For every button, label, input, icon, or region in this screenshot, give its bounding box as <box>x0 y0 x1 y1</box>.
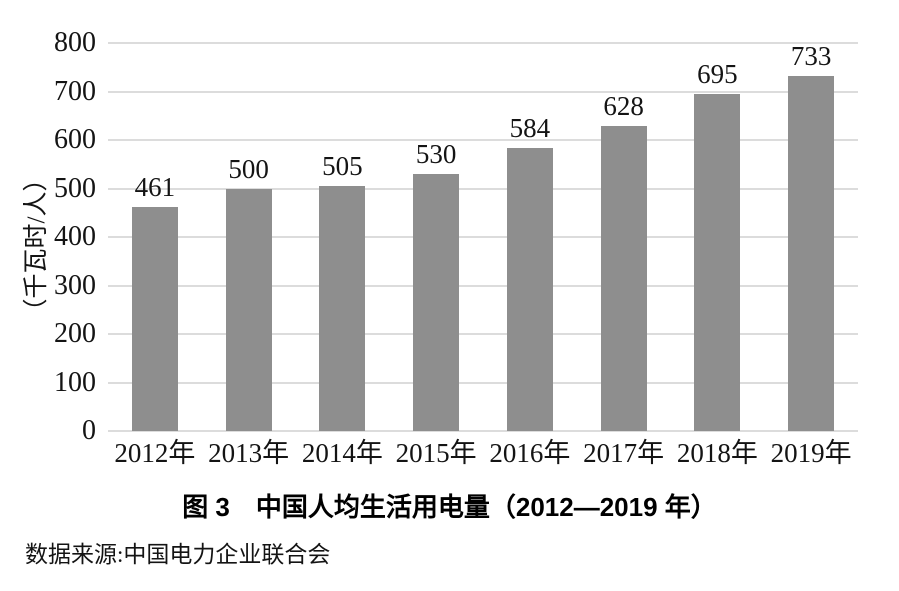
bar-2013年 <box>225 188 272 431</box>
bar-2018年 <box>694 93 741 431</box>
y-tick-label: 700 <box>54 75 96 107</box>
y-tick-label: 400 <box>54 221 96 252</box>
gridline-y100 <box>108 381 858 384</box>
bar-2019年 <box>788 75 835 431</box>
gridline-y700 <box>108 90 858 93</box>
plot-area: 461 500 505 530 584 628 695 733 <box>108 40 858 432</box>
bar-value-label: 530 <box>415 138 457 169</box>
y-tick-label: 800 <box>54 27 96 58</box>
y-tick-label: 200 <box>54 318 96 349</box>
bar-value-label: 500 <box>228 153 269 184</box>
bar-2015年 <box>413 173 460 431</box>
gridline-y300 <box>108 284 858 287</box>
gridline-y600 <box>108 139 858 141</box>
gridline-y0 <box>108 430 858 432</box>
bar-2014年 <box>319 186 366 431</box>
gridline-y200 <box>108 333 858 335</box>
y-tick-label: 500 <box>54 172 96 204</box>
y-tick-label: 300 <box>54 269 96 301</box>
bar-value-label: 584 <box>509 112 551 143</box>
x-tick-label: 2013年 <box>208 438 290 468</box>
data-source-note: 数据来源:中国电力企业联合会 <box>25 542 331 567</box>
bar-2012年 <box>131 207 178 431</box>
y-tick-label: 100 <box>54 366 96 398</box>
y-tick-label: 600 <box>54 124 96 155</box>
bar-value-label: 461 <box>134 172 176 203</box>
bar-value-label: 628 <box>603 91 644 122</box>
x-tick-label: 2018年 <box>676 438 758 468</box>
x-tick-label: 2012年 <box>114 438 196 468</box>
gridline-y800 <box>108 42 858 44</box>
bar-value-label: 695 <box>697 58 738 89</box>
bar-value-label: 733 <box>790 40 832 71</box>
x-tick-label: 2017年 <box>583 438 665 468</box>
x-tick-label: 2016年 <box>489 438 571 468</box>
x-tick-label: 2015年 <box>395 438 477 468</box>
gridline-y400 <box>108 236 858 238</box>
x-tick-label: 2019年 <box>770 438 852 468</box>
gridline-y500 <box>108 187 858 190</box>
x-tick-label: 2014年 <box>301 438 383 468</box>
chart-caption: 图 3 中国人均生活用电量（2012—2019 年） <box>182 492 717 522</box>
bar-value-label: 505 <box>322 151 363 182</box>
y-tick-label: 0 <box>82 415 96 446</box>
bar-2016年 <box>506 147 553 431</box>
bar-2017年 <box>600 126 647 431</box>
